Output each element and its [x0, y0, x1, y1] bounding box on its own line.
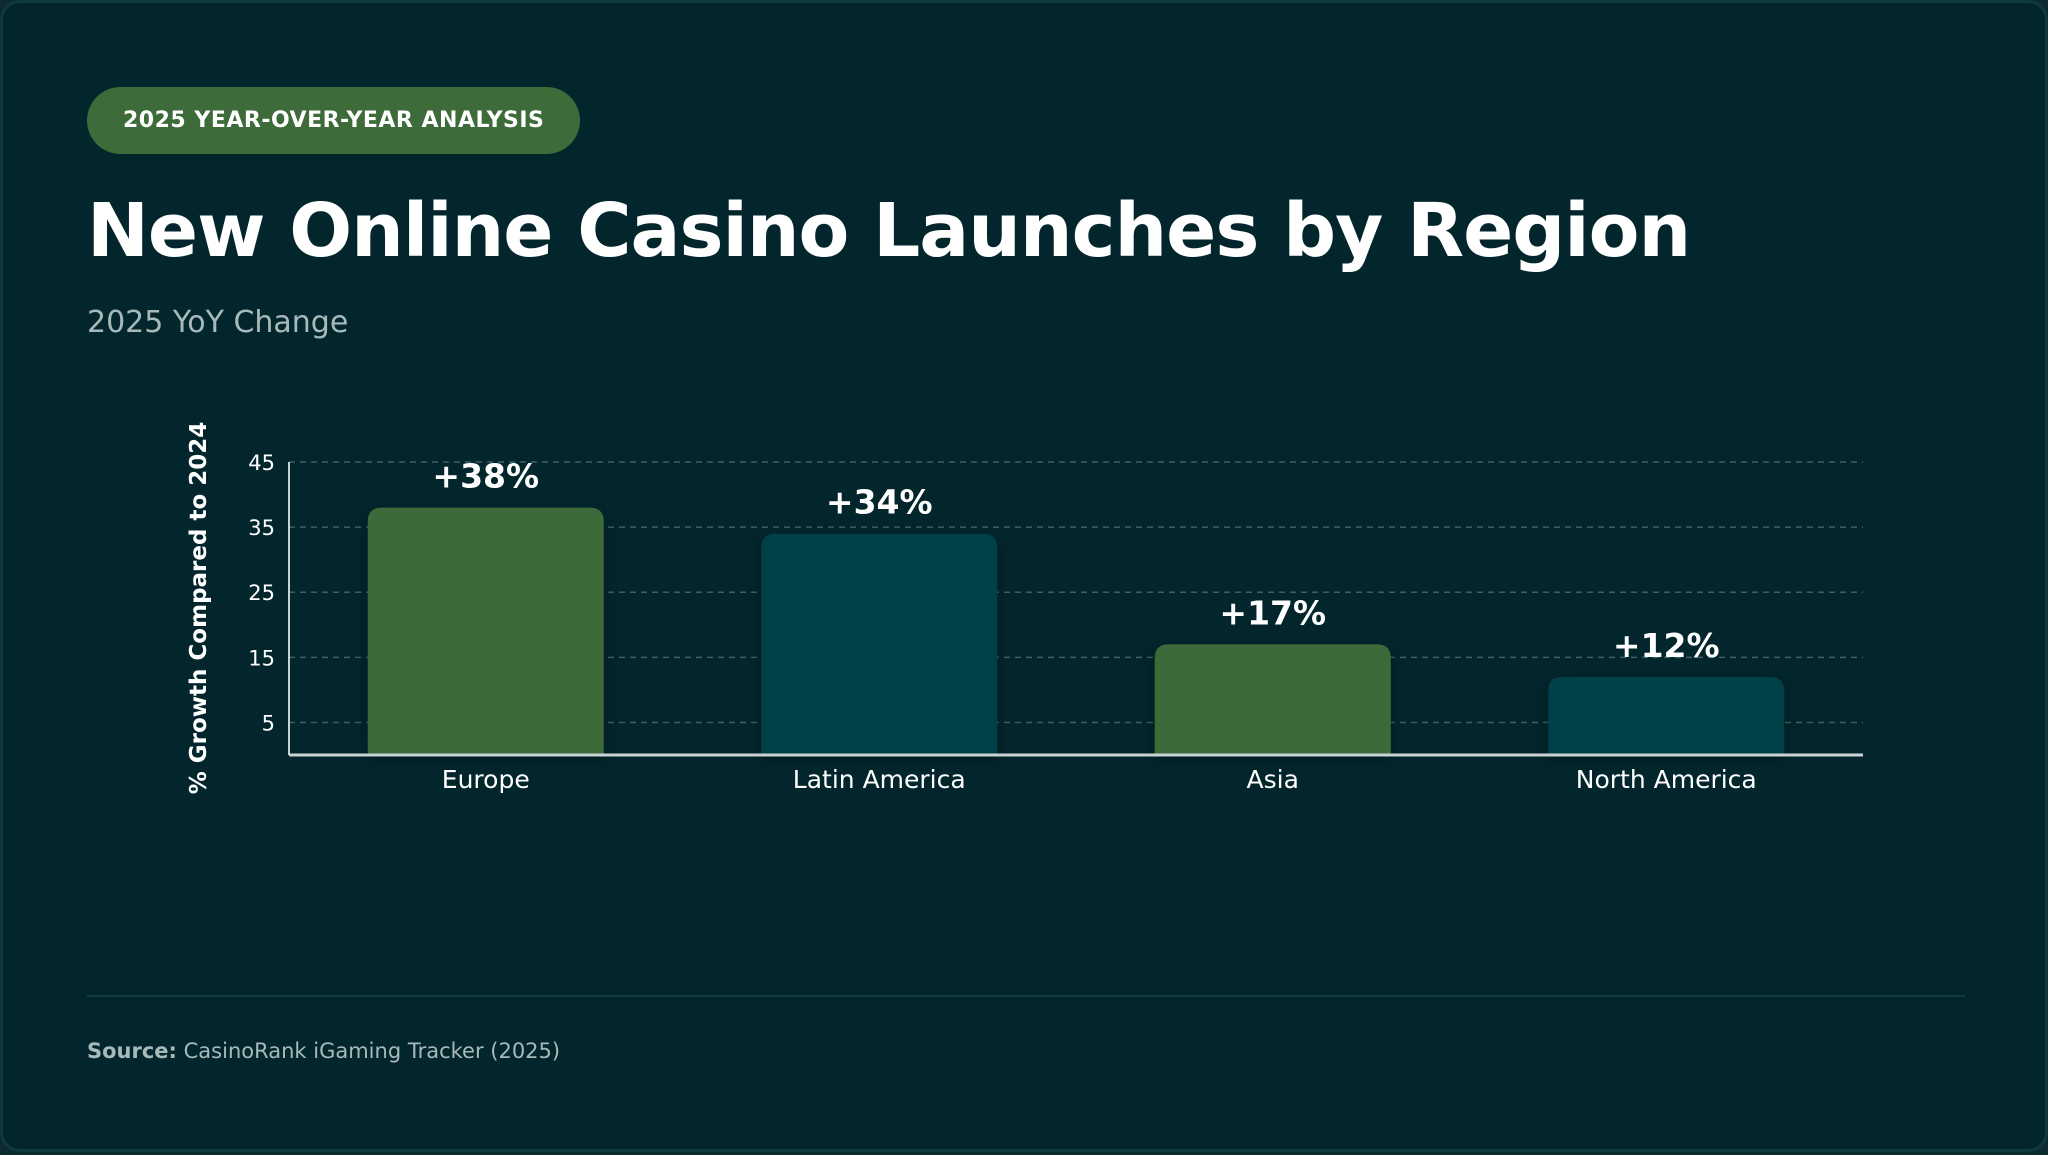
- y-tick-label: 5: [262, 711, 275, 735]
- x-tick-label: Asia: [1247, 765, 1299, 794]
- x-tick-label: Europe: [442, 765, 530, 794]
- y-tick-label: 25: [248, 581, 275, 605]
- y-tick-label: 45: [248, 451, 275, 475]
- page-subtitle: 2025 YoY Change: [87, 305, 349, 340]
- bars: [367, 507, 1785, 755]
- bar-latin-america: [761, 533, 998, 755]
- data-label: +12%: [1613, 626, 1720, 665]
- bar-chart: 5 15 25 35 45 +38% Europe +34% Latin America +17%…: [186, 422, 1863, 795]
- bar-europe: [367, 507, 604, 755]
- x-tick-label: Latin America: [793, 765, 966, 794]
- axes: 5 15 25 35 45 +38% Europe +34% Latin America +17%…: [248, 451, 1863, 794]
- data-label: +34%: [826, 483, 933, 522]
- source-text: CasinoRank iGaming Tracker (2025): [183, 1039, 561, 1063]
- source-note: Source: CasinoRank iGaming Tracker (2025…: [87, 1037, 560, 1065]
- bar-asia: [1154, 644, 1391, 755]
- y-tick-label: 35: [248, 516, 275, 540]
- page-title: New Online Casino Launches by Region: [87, 188, 1691, 274]
- data-label: +17%: [1219, 593, 1326, 632]
- source-label: Source:: [87, 1039, 177, 1063]
- footer-divider: [87, 995, 1965, 997]
- analysis-badge: 2025 YEAR-OVER-YEAR ANALYSIS: [87, 87, 581, 154]
- data-label: +38%: [432, 457, 539, 496]
- x-tick-label: North America: [1576, 765, 1757, 794]
- bar-north-america: [1548, 676, 1785, 755]
- y-axis-label: % Growth Compared to 2024: [186, 422, 212, 795]
- y-tick-label: 15: [248, 646, 275, 670]
